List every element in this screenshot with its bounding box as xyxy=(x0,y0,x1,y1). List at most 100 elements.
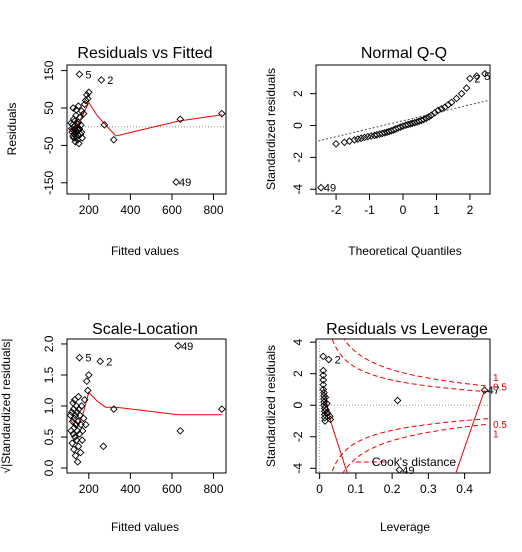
panel2-data-point xyxy=(437,104,446,113)
panel4-x-tick-label: 0.4 xyxy=(456,482,473,496)
panel3-data-point xyxy=(70,445,78,454)
panel4-data-point xyxy=(324,355,333,364)
panel2-x-tick-label: 1 xyxy=(433,203,440,217)
panel2-data-point xyxy=(364,132,372,141)
panel1-y-tick-label: 50 xyxy=(42,101,56,115)
panel2-data-point xyxy=(396,123,405,131)
panel1-data-point xyxy=(76,130,85,139)
panel3-x-tick-label: 200 xyxy=(79,482,99,496)
panel1-data-point xyxy=(78,134,87,142)
panel3-data-point xyxy=(81,420,90,429)
panel4-data-point xyxy=(395,466,404,473)
panel3-data-point xyxy=(80,395,89,404)
panel1-x-tick-label: 800 xyxy=(204,203,224,217)
panel1-data-point xyxy=(77,121,85,130)
panel2-data-point xyxy=(444,100,453,109)
panel4-legend-text: Cook's distance xyxy=(372,455,457,469)
panel4-y-tick-label: 0 xyxy=(291,402,305,409)
panel2-y-tick-label: -4 xyxy=(291,184,305,195)
panel4-cooks-contour xyxy=(331,339,489,393)
panel3-x-tick-label: 800 xyxy=(204,482,224,496)
panel2-point-label: 2 xyxy=(474,74,480,86)
panel1-data-point xyxy=(74,102,83,110)
panel3-data-point xyxy=(75,353,84,362)
panel2-x-axis-label: Theoretical Quantiles xyxy=(348,244,461,258)
panel3-data-point xyxy=(72,420,80,429)
panel3-title: Scale-Location xyxy=(92,321,198,338)
panel4-data-point xyxy=(325,412,334,421)
panel1-data-point xyxy=(79,109,88,118)
panel4-y-axis-label: Standardized residuals xyxy=(264,345,278,467)
panel2-data-point xyxy=(422,114,431,123)
panel2-title: Normal Q-Q xyxy=(361,45,447,62)
panel1-data-point xyxy=(100,120,109,129)
panel3-data-point xyxy=(71,433,79,441)
panel2-data-point xyxy=(440,103,449,112)
panel1-data-point xyxy=(75,139,83,148)
panel2-data-point xyxy=(380,129,389,137)
panel3-plot-area xyxy=(67,341,226,466)
panel4-point-label: 2 xyxy=(335,354,341,366)
panel1-data-point xyxy=(84,88,93,97)
panel2-data-point xyxy=(462,84,471,92)
panel2-data-point xyxy=(472,72,481,80)
panel4-data-point xyxy=(322,406,330,414)
panel1-y-tick-label: -150 xyxy=(42,170,56,194)
panel4-data-point xyxy=(323,409,332,417)
panel3-data-point xyxy=(73,457,82,466)
panel3-data-point xyxy=(218,405,226,413)
panel1-data-point xyxy=(83,94,92,103)
panel2-data-point xyxy=(419,115,428,124)
panel2-plot-area xyxy=(316,69,490,192)
panel4-cooks-contour xyxy=(342,423,489,473)
panel3-data-point xyxy=(96,357,105,366)
panel4-contour-label: 0.5 xyxy=(493,382,507,393)
panel1-data-point xyxy=(172,178,180,186)
panel3-data-point xyxy=(82,377,91,386)
panel4-plot-area xyxy=(316,339,490,473)
panel2-data-point xyxy=(332,139,340,148)
panel3-data-point xyxy=(99,442,108,451)
panel4-data-point xyxy=(323,399,331,408)
panel4-data-point xyxy=(326,415,335,424)
panel2-x-tick-label: 2 xyxy=(467,203,474,217)
panel3-x-tick-label: 400 xyxy=(120,482,140,496)
panel4-data-point xyxy=(321,393,330,402)
panel2-y-tick-label: 2 xyxy=(291,90,305,97)
panel2-y-tick-label: 0 xyxy=(291,122,305,129)
panel1-y-axis-label: Residuals xyxy=(5,103,19,156)
panel1-point-label: 5 xyxy=(85,69,91,81)
panel4-contour-label: 1 xyxy=(493,373,499,384)
panel4-y-tick-label: 4 xyxy=(291,338,305,345)
panel2-data-point xyxy=(452,94,461,103)
panel3-data-point xyxy=(73,426,82,435)
panel1-data-point xyxy=(176,115,185,124)
panel2-point-label: 49 xyxy=(324,183,336,195)
panel2-data-point xyxy=(353,135,362,143)
panel3-data-point xyxy=(74,442,83,451)
panel2-qq-line xyxy=(316,99,490,142)
panel3-y-tick-label: 0.5 xyxy=(42,428,56,445)
panel1-frame xyxy=(66,64,227,195)
panel3-data-point xyxy=(77,402,86,410)
panel1-data-point xyxy=(72,111,80,120)
panel3-data-point xyxy=(79,414,88,423)
panel4-y-tick-label: 2 xyxy=(291,370,305,377)
panel3-data-point xyxy=(76,411,84,420)
panel1-x-tick-label: 400 xyxy=(120,203,140,217)
panel1-plot-area xyxy=(67,70,226,186)
panel1-data-point xyxy=(97,76,106,84)
panel3-y-tick-label: 1.5 xyxy=(42,366,56,383)
panel1-smooth-line xyxy=(70,101,222,137)
panel4-cooks-contour xyxy=(343,339,489,387)
panel2-data-point xyxy=(434,106,442,115)
panel3-x-axis-label: Fitted values xyxy=(111,520,179,534)
panel1-data-point xyxy=(218,109,226,118)
panel4-frame xyxy=(315,338,491,474)
panel3-data-point xyxy=(69,430,78,438)
panel4-contour-label: 0.5 xyxy=(493,420,507,431)
panel4-x-tick-label: 0 xyxy=(316,482,323,496)
panel3-point-label: 49 xyxy=(181,341,193,353)
panel4-contour-label: 1 xyxy=(493,430,499,441)
